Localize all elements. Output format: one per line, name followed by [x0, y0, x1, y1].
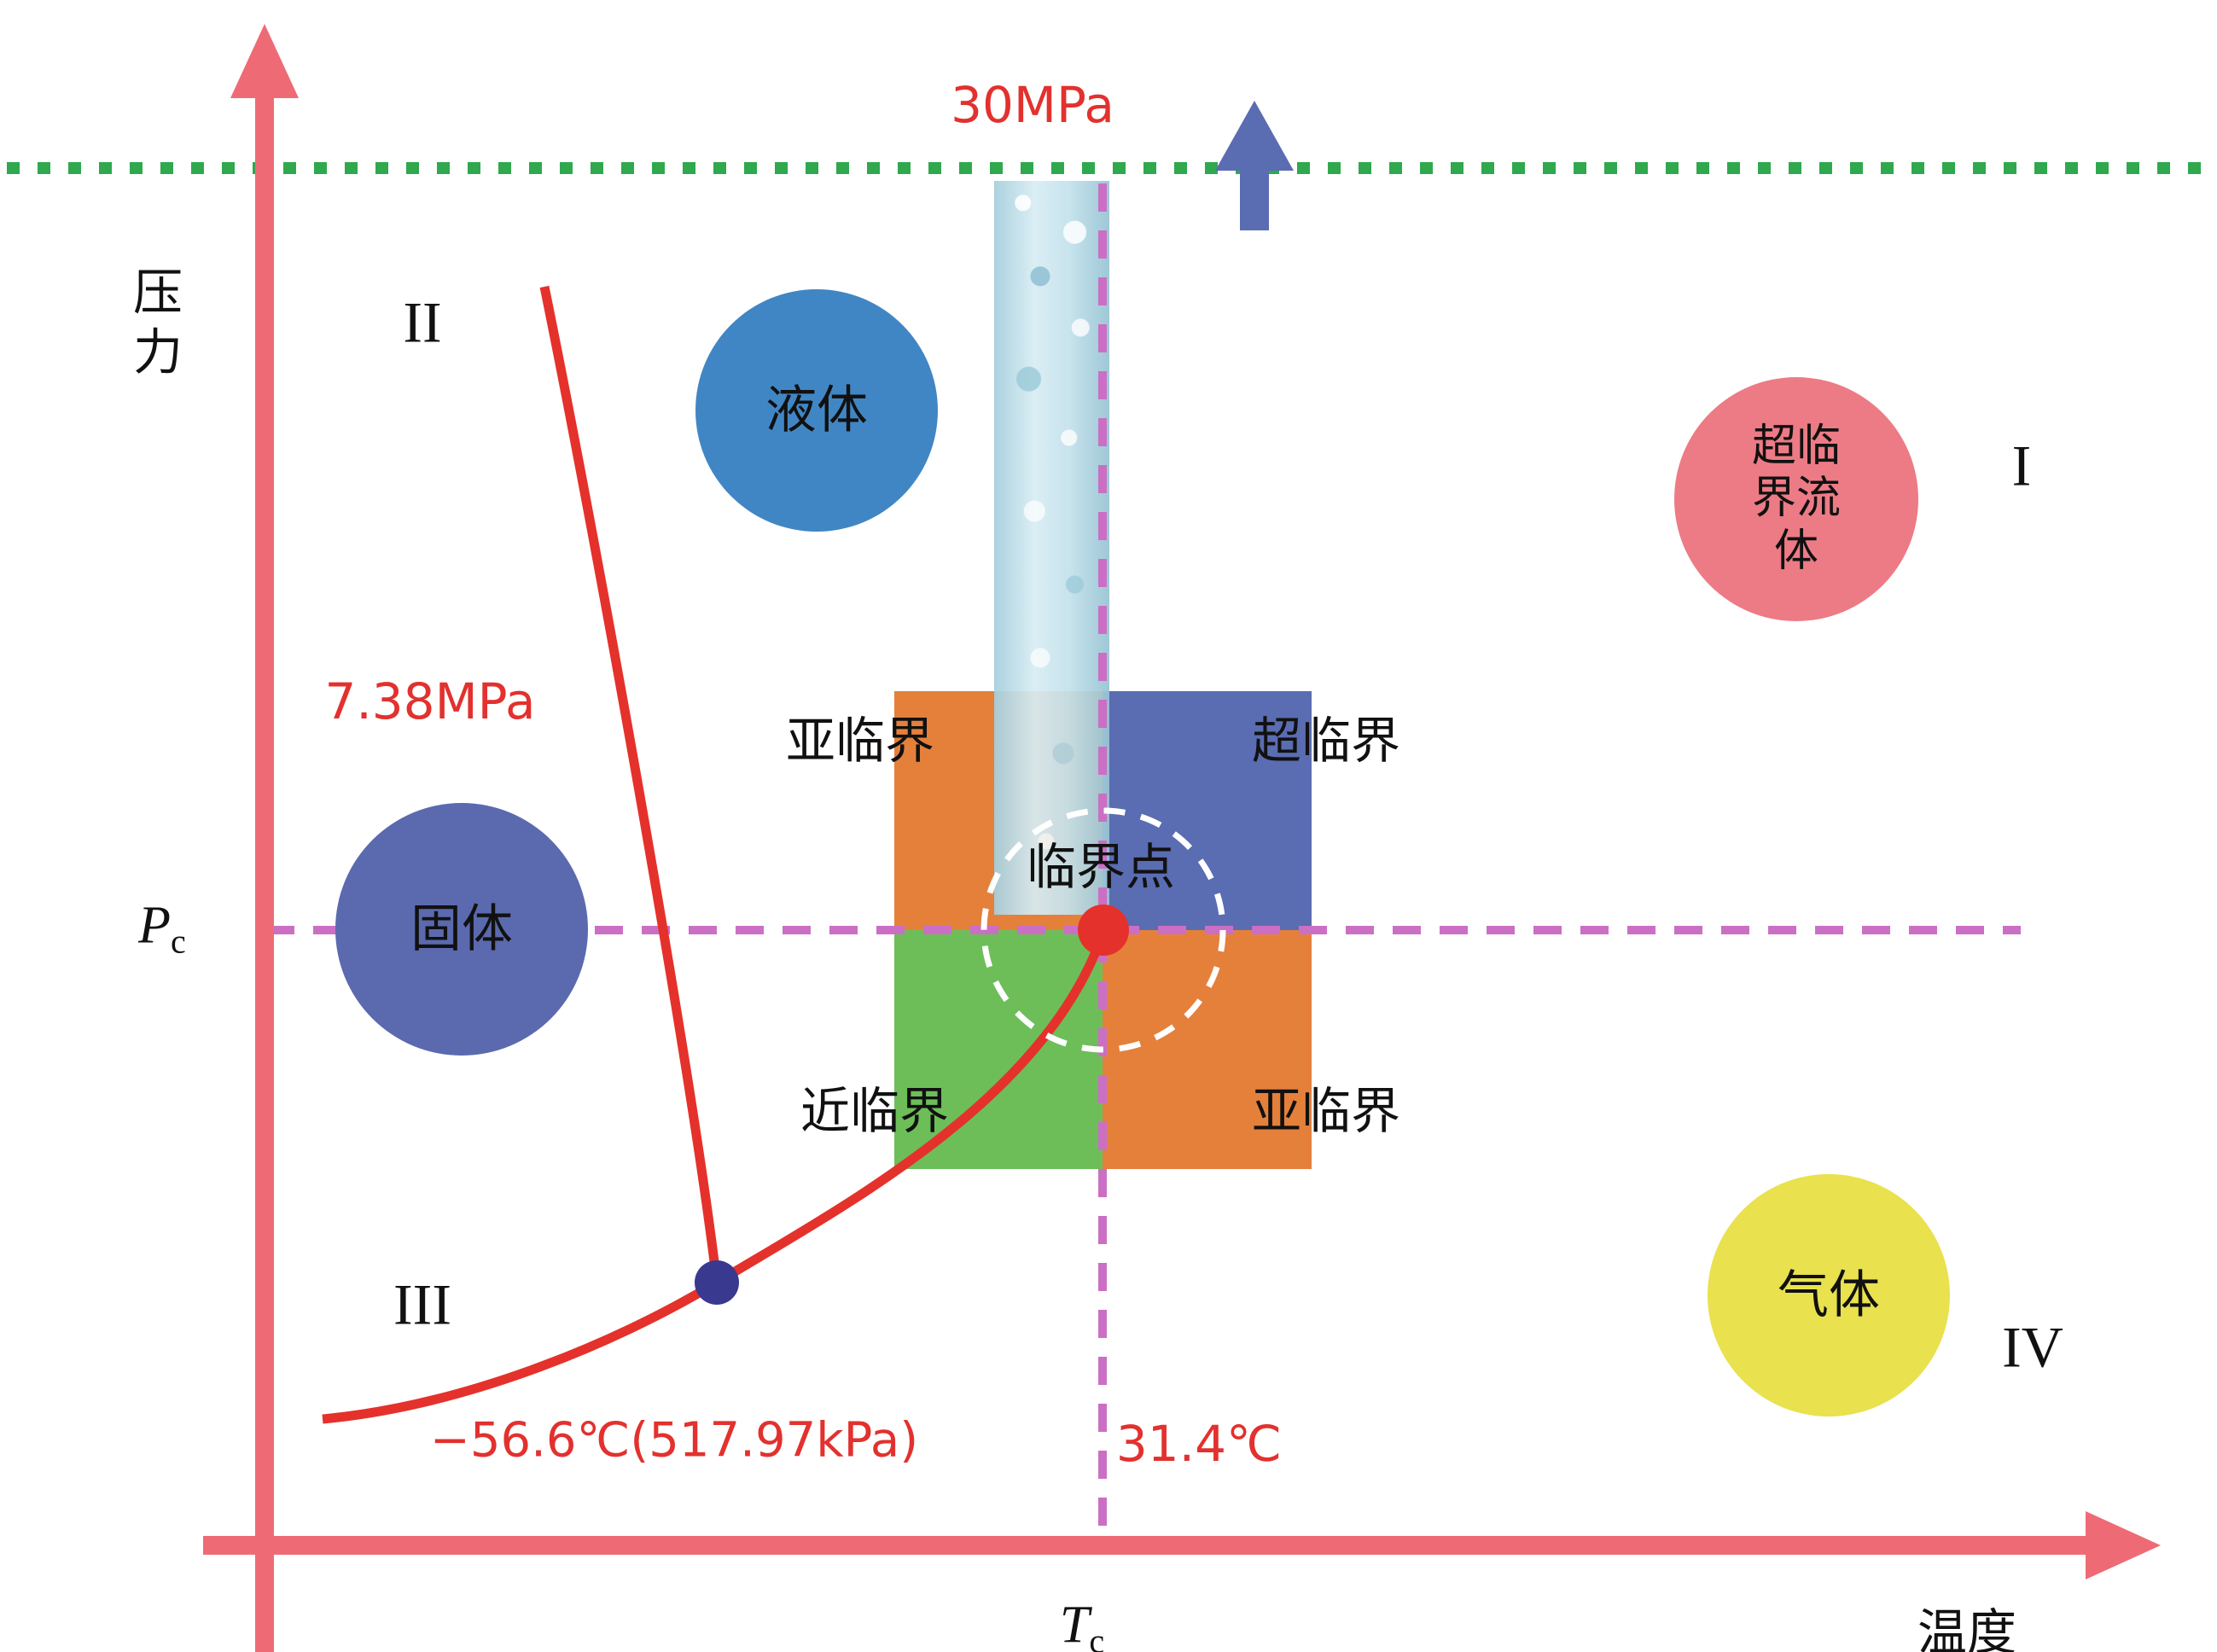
supercritical-upper-square — [1103, 691, 1312, 930]
liquid-label: 液体 — [765, 380, 868, 440]
scf-label-line2: 界流 — [1751, 473, 1841, 525]
scf-label-line3: 体 — [1773, 525, 1818, 577]
tc-subscript: c — [1089, 1621, 1105, 1652]
near-critical-square — [894, 930, 1103, 1169]
annotation-triple-point: −56.6℃(517.97kPa) — [429, 1412, 919, 1469]
x-axis-label: 温度 — [1917, 1603, 2017, 1652]
scf-label-line1: 超临 — [1751, 420, 1841, 472]
subcritical-upper-label: 亚临界 — [785, 712, 935, 770]
triple-point-dot — [695, 1260, 739, 1305]
annotation-30mpa: 30MPa — [951, 76, 1114, 134]
region-numeral-ii: II — [403, 289, 442, 355]
solid-region-circle: 固体 — [335, 803, 588, 1056]
liquid-region-circle: 液体 — [695, 289, 938, 532]
critical-point-label: 临界点 — [1026, 838, 1176, 896]
critical-point-dot — [1078, 905, 1129, 956]
supercritical-fluid-region-circle: 超临 界流 体 — [1674, 377, 1918, 621]
tc-symbol: T — [1059, 1596, 1090, 1652]
pc-axis-tick-label: Pc — [138, 896, 186, 962]
near-critical-label: 近临界 — [800, 1082, 950, 1140]
x-axis-arrow-icon — [2086, 1511, 2161, 1579]
subcritical-lower-label: 亚临界 — [1251, 1082, 1401, 1140]
pc-subscript: c — [171, 922, 186, 961]
region-numeral-i: I — [2011, 433, 2032, 498]
up-arrow-icon — [1215, 101, 1294, 171]
bubbly-liquid-column — [994, 181, 1109, 915]
y-axis-arrow-icon — [230, 24, 299, 98]
annotation-31-4c: 31.4℃ — [1115, 1415, 1283, 1473]
y-axis-label: 压力 — [132, 263, 183, 381]
supercritical-fluid-label: 超临 界流 体 — [1752, 421, 1841, 578]
pc-symbol: P — [138, 896, 172, 955]
gas-label: 气体 — [1778, 1265, 1880, 1325]
region-numeral-iii: III — [393, 1271, 451, 1337]
annotation-7-38mpa: 7.38MPa — [324, 672, 536, 730]
gas-region-circle: 气体 — [1708, 1174, 1950, 1416]
melting-curve — [539, 285, 722, 1283]
supercritical-upper-label: 超临界 — [1251, 712, 1401, 770]
tc-axis-tick-label: Tc — [1060, 1596, 1104, 1652]
region-numeral-iv: IV — [2002, 1314, 2063, 1380]
subcritical-lower-square — [1103, 930, 1312, 1169]
critical-point-dashed-circle — [980, 807, 1226, 1053]
solid-label: 固体 — [410, 899, 513, 959]
